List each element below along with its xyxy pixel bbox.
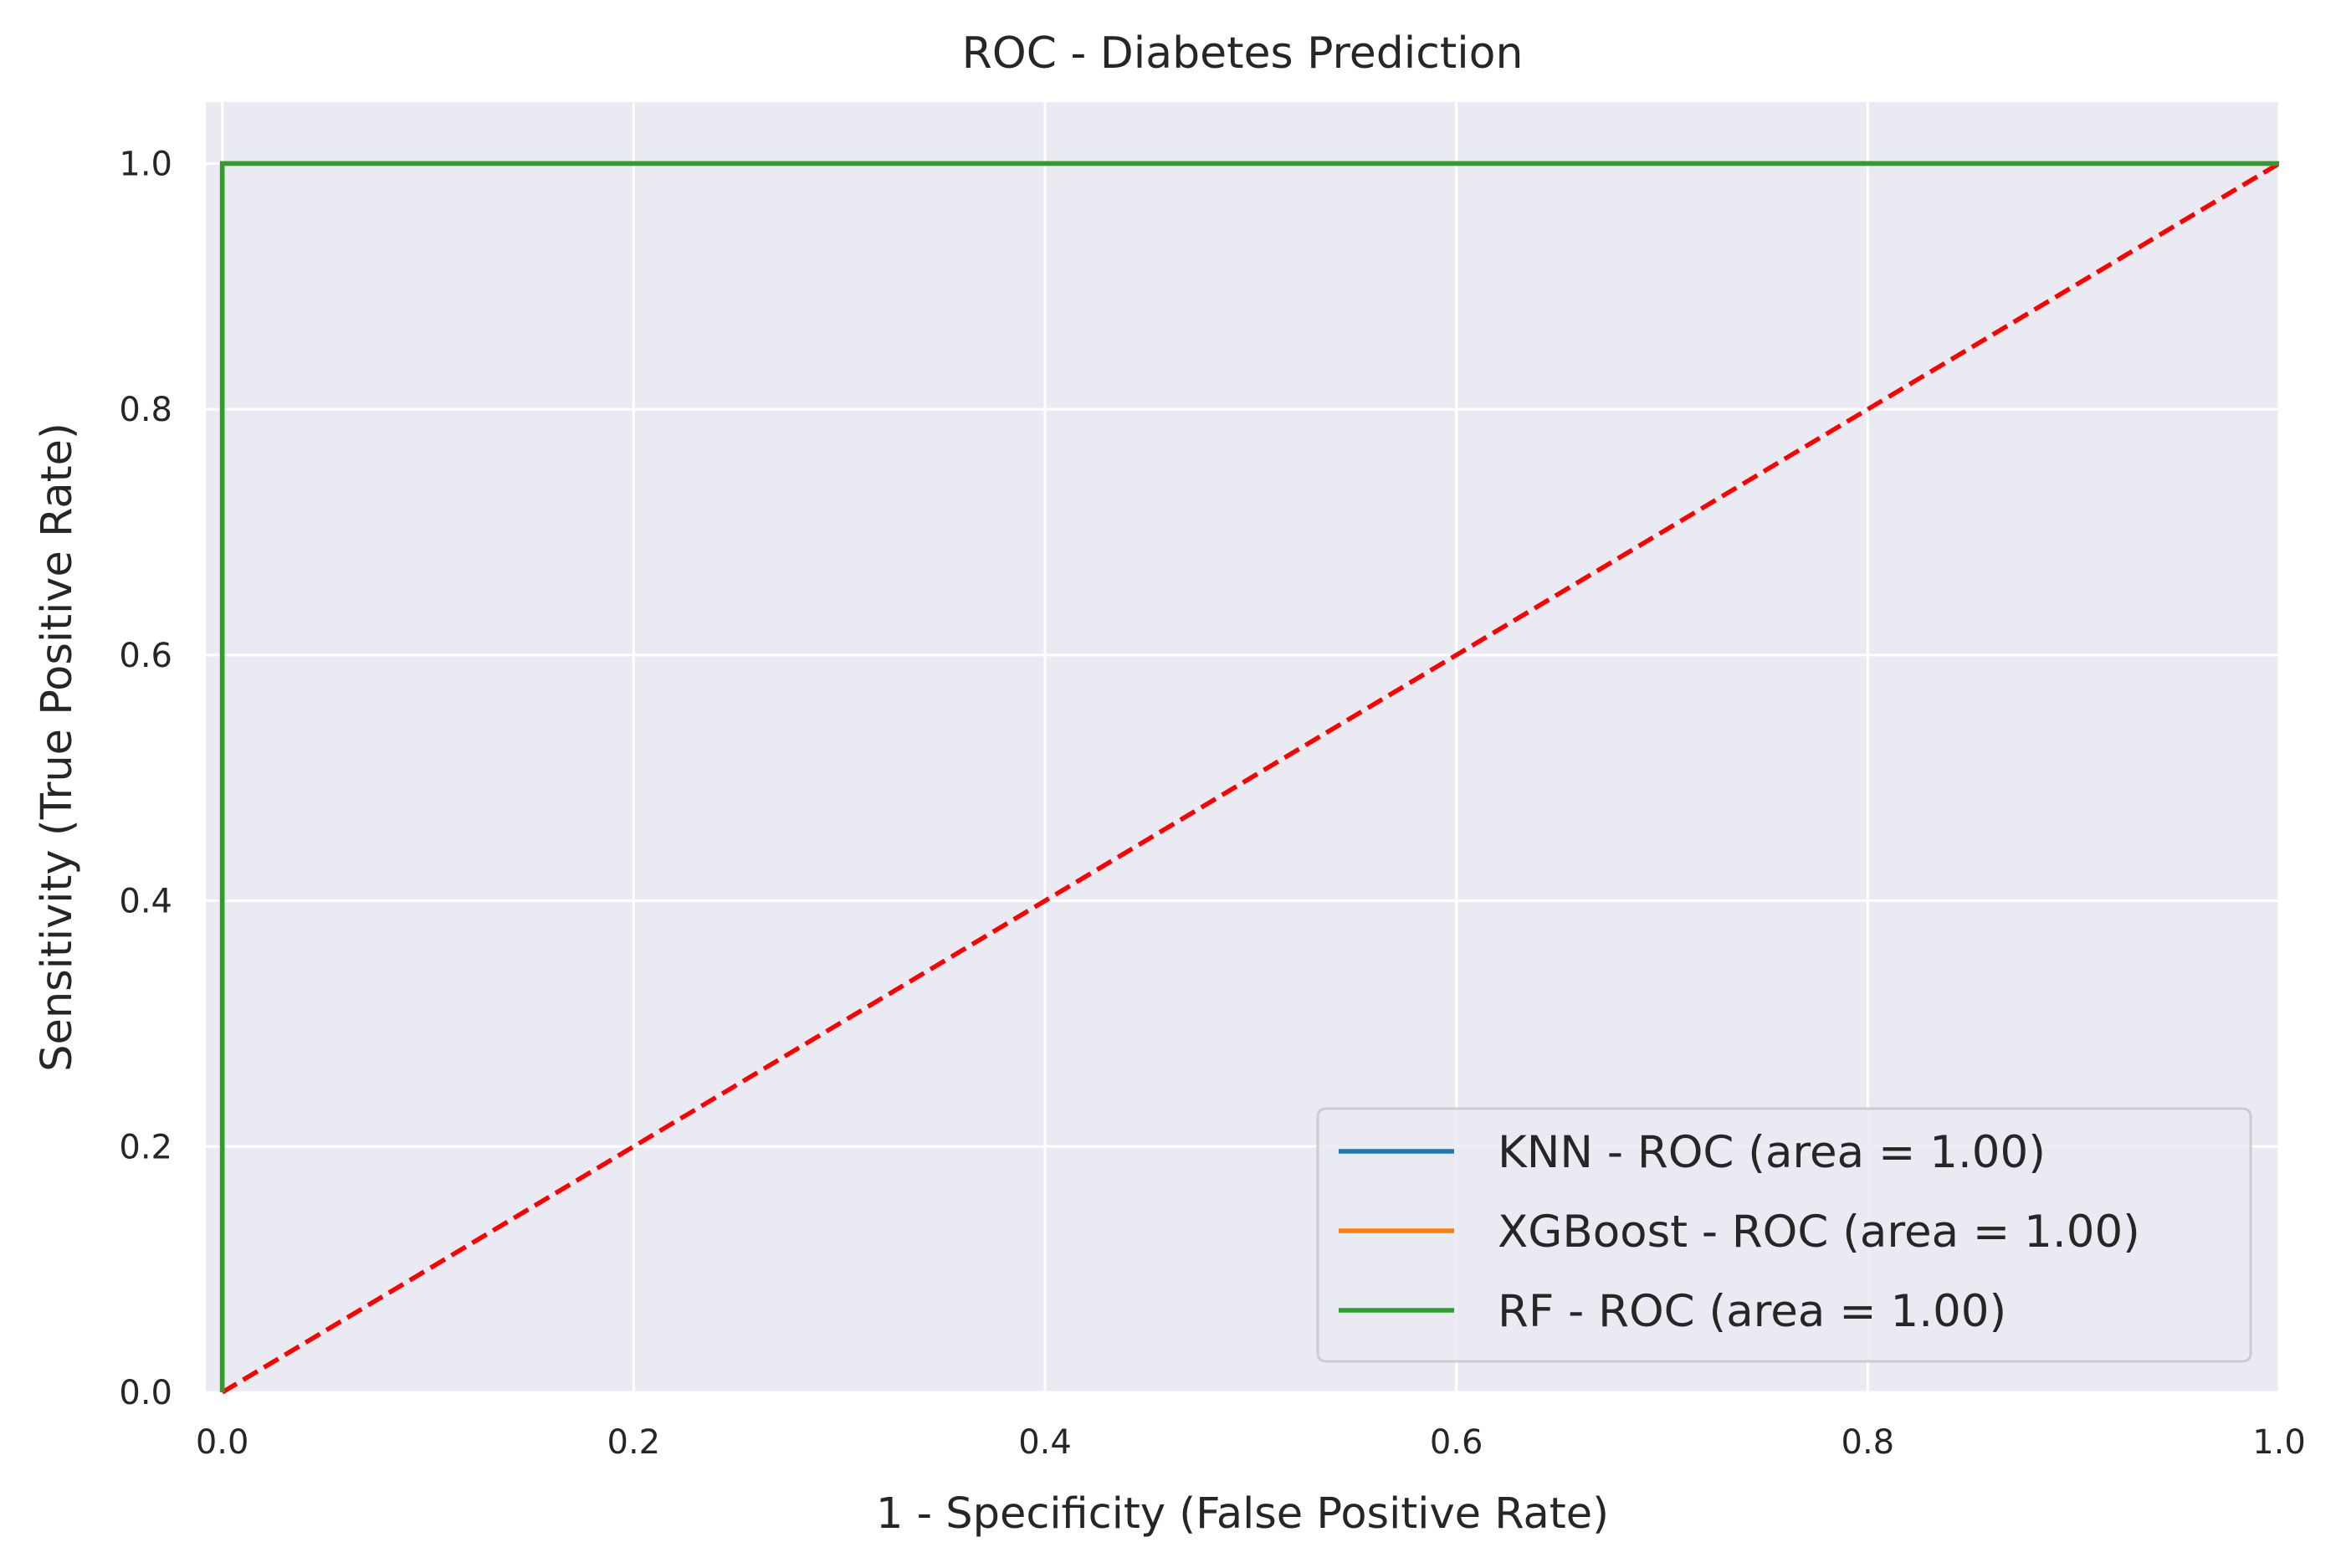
legend-label-0: KNN - ROC (area = 1.00) <box>1498 1127 2046 1178</box>
legend: KNN - ROC (area = 1.00) XGBoost - ROC (ar… <box>1316 1107 2252 1363</box>
x-tick-label: 0.6 <box>1430 1423 1483 1462</box>
x-tick-label: 0.8 <box>1842 1423 1895 1462</box>
x-tick-label: 0.2 <box>607 1423 661 1462</box>
chart-title: ROC - Diabetes Prediction <box>962 28 1524 79</box>
legend-box <box>1316 1107 2252 1363</box>
y-axis-title: Sensitivity (True Positive Rate) <box>33 423 82 1072</box>
y-tick-labels: 0.0 0.2 0.4 0.6 0.8 1.0 <box>119 145 172 1412</box>
y-tick-label: 0.2 <box>119 1128 172 1166</box>
x-tick-label: 0.4 <box>1018 1423 1072 1462</box>
x-tick-label: 1.0 <box>2252 1423 2306 1462</box>
x-axis-title: 1 - Specificity (False Positive Rate) <box>876 1489 1609 1539</box>
legend-label-1: XGBoost - ROC (area = 1.00) <box>1498 1207 2140 1258</box>
series-lines <box>219 161 2279 1392</box>
series-line-2 <box>219 161 2279 1392</box>
y-tick-label: 0.6 <box>119 637 172 675</box>
y-tick-label: 0.8 <box>119 391 172 429</box>
x-tick-label: 0.0 <box>196 1423 249 1462</box>
y-tick-label: 0.0 <box>119 1374 172 1412</box>
x-tick-labels: 0.0 0.2 0.4 0.6 0.8 1.0 <box>196 1423 2306 1462</box>
y-tick-label: 0.4 <box>119 883 172 921</box>
legend-label-2: RF - ROC (area = 1.00) <box>1498 1286 2006 1337</box>
y-tick-label: 1.0 <box>119 145 172 183</box>
reference-line-group <box>221 161 2281 1395</box>
reference-diagonal-line <box>221 161 2281 1395</box>
